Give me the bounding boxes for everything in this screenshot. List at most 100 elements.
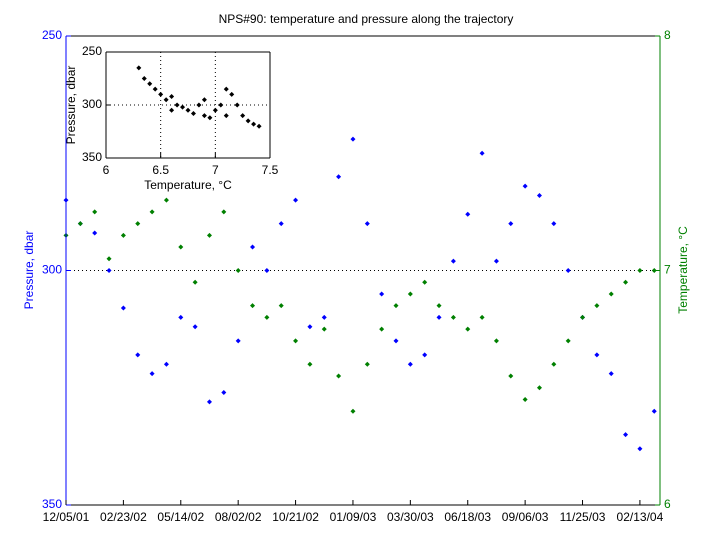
data-point — [422, 352, 428, 358]
y2-axis-label: Temperature, °C — [676, 226, 690, 314]
data-point — [147, 81, 153, 87]
data-point — [479, 314, 485, 320]
data-point — [192, 279, 198, 285]
x-tick-label: 10/21/02 — [272, 510, 319, 524]
data-point — [293, 197, 299, 203]
y2-tick-label: 6 — [664, 497, 671, 511]
data-point — [190, 110, 196, 116]
data-point — [201, 113, 207, 119]
data-point — [218, 102, 224, 108]
data-point — [250, 244, 256, 250]
data-point — [321, 326, 327, 332]
data-point — [185, 107, 191, 113]
data-point — [223, 86, 229, 92]
x-tick-label: 09/06/03 — [502, 510, 549, 524]
data-point — [536, 192, 542, 198]
y-tick-label: 350 — [42, 497, 62, 511]
y2-tick-label: 8 — [664, 28, 671, 42]
x-tick-label: 05/14/02 — [157, 510, 204, 524]
data-point — [536, 385, 542, 391]
data-point — [508, 221, 514, 227]
data-point — [163, 197, 169, 203]
data-point — [307, 361, 313, 367]
x-tick-label: 11/25/03 — [560, 510, 606, 524]
data-point — [245, 118, 251, 124]
data-point — [422, 279, 428, 285]
data-point — [364, 221, 370, 227]
data-point — [479, 150, 485, 156]
x-tick-label: 12/05/01 — [43, 510, 90, 524]
y-tick-label: 300 — [42, 263, 62, 277]
data-point — [250, 303, 256, 309]
data-point — [278, 303, 284, 309]
data-point — [92, 230, 98, 236]
y-tick-label: 250 — [82, 44, 102, 58]
data-point — [551, 361, 557, 367]
data-point — [136, 65, 142, 71]
data-point — [158, 91, 164, 97]
data-point — [580, 314, 586, 320]
y-axis-label: Pressure, dbar — [64, 66, 78, 145]
data-point — [120, 305, 126, 311]
data-point — [152, 86, 158, 92]
data-point — [178, 244, 184, 250]
data-point — [551, 221, 557, 227]
data-point — [240, 113, 246, 119]
y-axis-label: Pressure, dbar — [22, 231, 36, 310]
data-point — [169, 94, 175, 100]
data-point — [522, 183, 528, 189]
data-point — [206, 232, 212, 238]
data-point — [623, 279, 629, 285]
x-tick-label: 08/02/02 — [215, 510, 262, 524]
data-point — [493, 338, 499, 344]
data-point — [77, 221, 83, 227]
data-point — [508, 373, 514, 379]
data-point — [196, 102, 202, 108]
data-point — [264, 314, 270, 320]
data-point — [465, 211, 471, 217]
data-point — [212, 107, 218, 113]
y-tick-label: 300 — [82, 97, 102, 111]
data-point — [174, 102, 180, 108]
y2-tick-label: 7 — [664, 263, 671, 277]
data-point — [350, 136, 356, 142]
data-point — [594, 352, 600, 358]
x-tick-label: 7.5 — [262, 163, 279, 177]
data-point — [336, 174, 342, 180]
data-point — [450, 258, 456, 264]
data-point — [234, 102, 240, 108]
data-point — [192, 324, 198, 330]
data-point — [163, 97, 169, 103]
data-point — [221, 209, 227, 215]
data-point — [120, 232, 126, 238]
data-point — [651, 268, 657, 273]
data-point — [637, 268, 643, 273]
x-tick-label: 7 — [212, 163, 219, 177]
data-point — [637, 446, 643, 452]
data-point — [141, 76, 147, 81]
data-point — [149, 209, 155, 215]
data-point — [436, 314, 442, 320]
data-point — [221, 389, 227, 395]
data-point — [235, 268, 241, 273]
data-point — [293, 338, 299, 344]
data-point — [278, 221, 284, 227]
x-tick-label: 02/13/04 — [617, 510, 664, 524]
data-point — [651, 408, 657, 414]
data-point — [565, 268, 571, 273]
data-point — [206, 399, 212, 405]
data-point — [163, 361, 169, 367]
data-point — [106, 268, 112, 273]
data-point — [436, 303, 442, 309]
data-point — [364, 361, 370, 367]
chart-title: NPS#90: temperature and pressure along t… — [219, 12, 514, 26]
x-tick-label: 03/30/03 — [387, 510, 434, 524]
data-point — [149, 371, 155, 377]
data-point — [235, 338, 241, 344]
data-point — [594, 303, 600, 309]
data-point — [135, 221, 141, 227]
data-point — [608, 291, 614, 297]
data-point — [223, 113, 229, 119]
